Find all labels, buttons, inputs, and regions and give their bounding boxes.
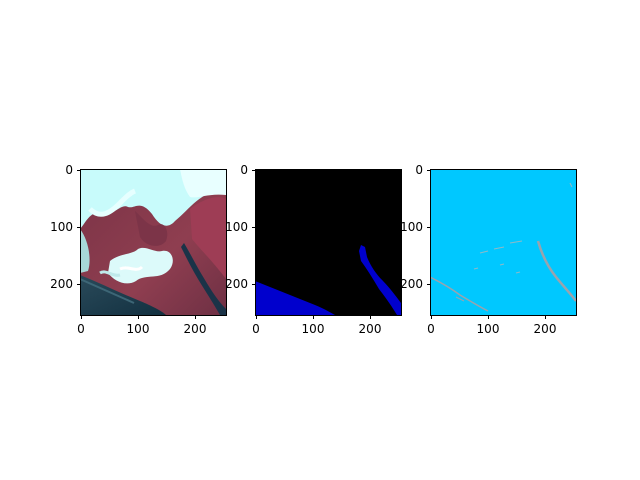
y-tick-label: 200: [208, 277, 256, 291]
panel-water-mask: 0 100 200 0 100 200: [225, 163, 402, 336]
x-tick-label: 200: [525, 315, 565, 336]
y-tick-label: 100: [33, 220, 81, 234]
panel-edge-map: 0 100 200 0 100 200: [400, 163, 577, 336]
panel-satellite-image: 0 100 200 0 100 200: [50, 163, 227, 336]
x-tick-label: 200: [350, 315, 390, 336]
y-tick-label: 0: [208, 163, 256, 177]
y-tick-label: 0: [33, 163, 81, 177]
x-tick-label: 100: [468, 315, 508, 336]
x-tick-label: 200: [175, 315, 215, 336]
y-tick-label: 200: [383, 277, 431, 291]
edge-map: [430, 169, 576, 315]
y-tick-label: 100: [208, 220, 256, 234]
x-tick-label: 0: [236, 315, 276, 336]
y-tick-label: 100: [383, 220, 431, 234]
water-mask: [255, 169, 401, 315]
x-tick-label: 0: [411, 315, 451, 336]
x-tick-label: 0: [61, 315, 101, 336]
y-tick-label: 0: [383, 163, 431, 177]
y-tick-label: 200: [33, 277, 81, 291]
x-tick-label: 100: [118, 315, 158, 336]
satellite-image: [80, 169, 226, 315]
x-tick-label: 100: [293, 315, 333, 336]
